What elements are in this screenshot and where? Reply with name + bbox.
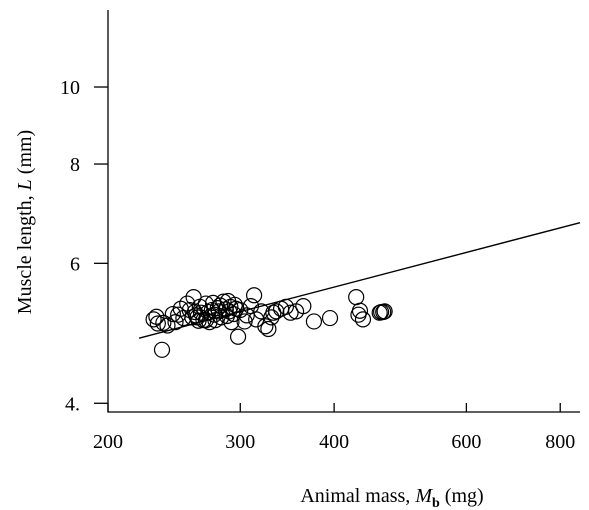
x-tick-label: 400 (319, 431, 349, 453)
data-point (354, 311, 372, 328)
x-axis-title-prefix: Animal mass, (300, 485, 415, 507)
data-point (351, 302, 369, 319)
data-point (260, 320, 277, 338)
data-point (159, 317, 176, 334)
x-tick-label: 800 (545, 431, 575, 453)
y-axis-title: Muscle length, L (mm) (14, 130, 36, 314)
x-axis-title-suffix: (mg) (440, 485, 484, 507)
data-point (190, 312, 207, 329)
y-tick-label: 8 (70, 154, 80, 176)
data-point (277, 298, 294, 315)
x-axis-title-symbol: M (414, 485, 433, 507)
data-point (229, 328, 247, 345)
data-point (153, 341, 171, 358)
y-tick-label: 10 (60, 77, 80, 99)
data-point (164, 305, 181, 323)
y-ticks-group: 4. 6 8 10 (60, 77, 108, 415)
y-axis-title-suffix: (mm) (14, 130, 36, 179)
data-point (197, 311, 214, 329)
regression-line-group (138, 221, 581, 339)
x-ticks-group: 200 300 400 600 800 (93, 403, 575, 453)
y-tick-label: 6 (70, 253, 80, 275)
data-point (149, 315, 166, 332)
y-tick-label: 4. (65, 393, 80, 415)
data-point (155, 314, 172, 331)
data-point (348, 289, 365, 306)
y-axis-title-prefix: Muscle length, (14, 190, 36, 314)
regression-line (138, 221, 581, 339)
data-point (145, 311, 162, 328)
data-points-group (145, 287, 393, 358)
x-axis-title: Animal mass, Mb (mg) (300, 485, 483, 510)
data-point (321, 309, 339, 327)
data-point (246, 287, 263, 304)
data-point (236, 313, 253, 330)
data-point (232, 301, 249, 319)
x-tick-label: 200 (93, 431, 123, 453)
data-point (282, 304, 299, 321)
data-point (305, 313, 323, 330)
data-point (376, 303, 393, 320)
data-point (295, 298, 312, 315)
y-axis-title-symbol: L (14, 179, 36, 191)
axis-lines (107, 10, 580, 413)
x-tick-label: 300 (225, 431, 255, 453)
data-point (213, 309, 230, 326)
x-tick-label: 600 (451, 431, 481, 453)
x-axis-title-subscript: b (432, 496, 440, 510)
data-point (257, 318, 274, 335)
data-point (238, 307, 255, 324)
